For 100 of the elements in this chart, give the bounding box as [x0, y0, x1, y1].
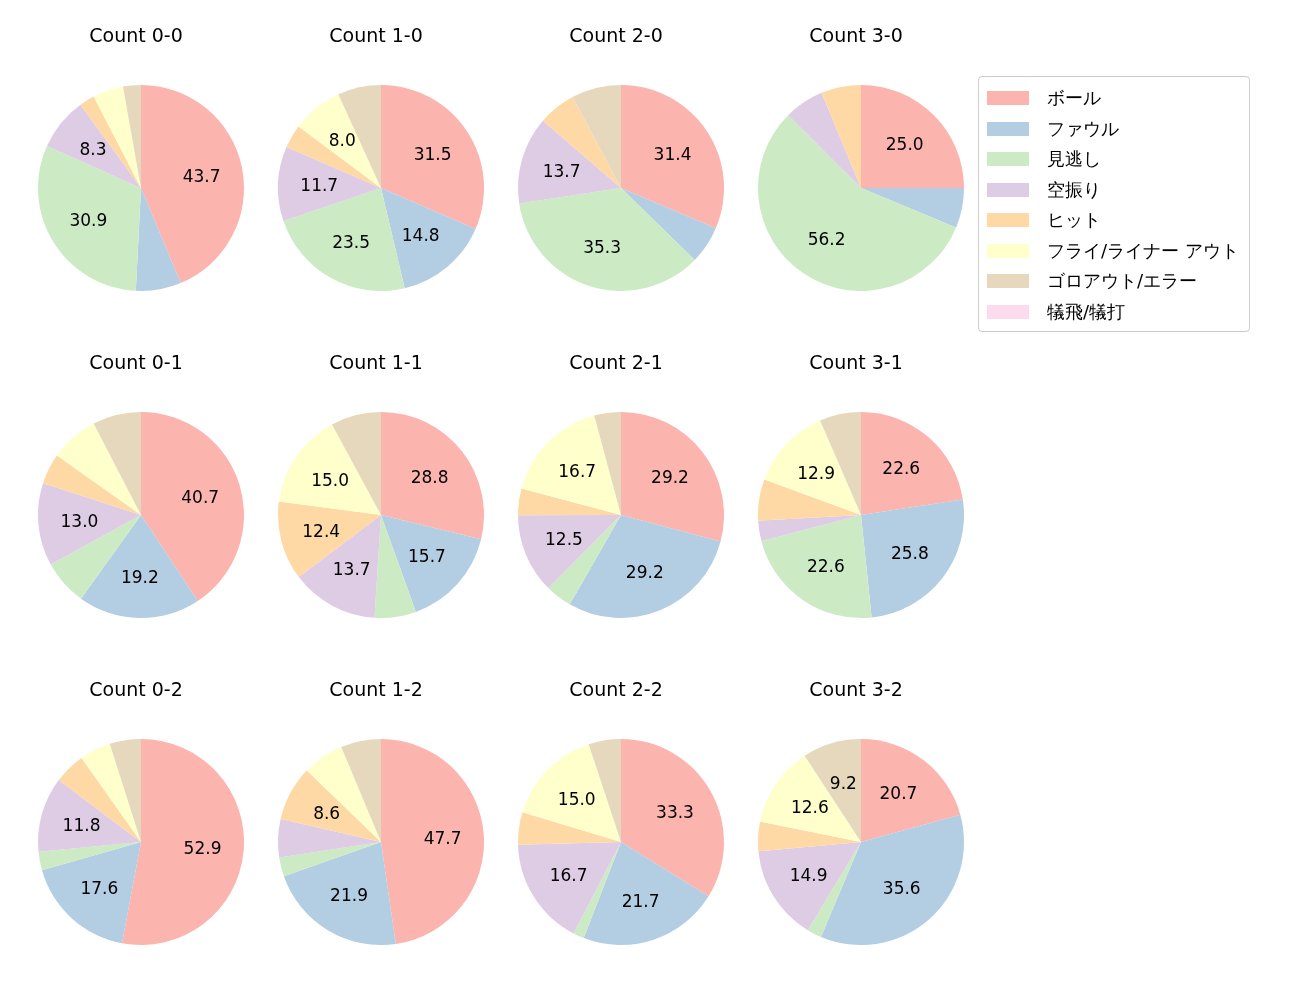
pie-slice [758, 479, 861, 521]
legend-label: 空振り [1047, 177, 1101, 202]
chart-title: Count 2-0 [568, 24, 664, 46]
pie-slice [861, 739, 961, 842]
data-label: 12.4 [302, 520, 341, 541]
data-label: 12.6 [790, 797, 829, 818]
pie-slice [594, 412, 621, 515]
data-label: 20.7 [879, 782, 918, 803]
chart-title: Count 0-1 [88, 351, 184, 373]
data-label: 13.0 [60, 510, 99, 531]
pie-slice [38, 842, 141, 871]
data-label: 22.6 [882, 458, 921, 479]
data-label: 47.7 [423, 827, 462, 848]
pie-slice [38, 779, 141, 852]
data-label: 8.6 [313, 802, 341, 823]
chart-title: Count 1-1 [328, 351, 424, 373]
data-label: 30.9 [69, 210, 108, 231]
data-label: 8.3 [79, 139, 107, 160]
chart-title: Count 0-2 [88, 678, 184, 700]
data-label: 14.9 [789, 864, 828, 885]
legend-label: ボール [1047, 86, 1101, 111]
data-label: 52.9 [183, 837, 222, 858]
pie-slice [41, 842, 141, 944]
data-label: 28.8 [410, 466, 449, 487]
data-label: 12.9 [797, 462, 836, 483]
pie-slice [542, 97, 621, 188]
pie-slice [522, 744, 621, 842]
pie-slice [758, 115, 957, 291]
pie-slice [278, 818, 381, 858]
data-label: 12.5 [545, 528, 583, 549]
data-label: 16.7 [549, 864, 588, 885]
data-label: 15.0 [557, 788, 596, 809]
pie-slice [93, 412, 141, 515]
pie-slice [621, 85, 724, 229]
pie-slice [280, 770, 381, 842]
pie-slice [381, 739, 484, 944]
pie-slice [43, 455, 141, 515]
pie-slice [861, 412, 963, 515]
pie-slice [621, 188, 716, 260]
pie-slice [519, 188, 695, 291]
data-label: 8.0 [328, 129, 356, 150]
chart-title: Count 1-2 [328, 678, 424, 700]
pie-slice [278, 501, 381, 578]
data-label: 22.6 [806, 555, 845, 576]
data-label: 14.8 [401, 225, 440, 246]
legend-label: 犠飛/犠打 [1047, 299, 1126, 324]
pie-slice [548, 515, 621, 605]
data-label: 31.4 [653, 143, 692, 164]
pie-slice [758, 515, 861, 542]
pie-slice [760, 755, 861, 842]
legend-label: ヒット [1047, 208, 1101, 233]
data-label: 15.7 [408, 546, 446, 567]
pie-slice [518, 120, 621, 204]
pie-slice [758, 821, 861, 852]
pie-slice [56, 423, 141, 515]
data-label: 29.2 [651, 467, 689, 488]
pie-slice [381, 515, 482, 612]
legend-label: ファウル [1047, 116, 1119, 141]
chart-title: Count 3-2 [808, 678, 904, 700]
data-label: 40.7 [181, 487, 220, 508]
pie-slice [861, 85, 964, 189]
data-label: 35.6 [882, 878, 921, 899]
data-label: 35.3 [583, 236, 622, 257]
pie-slice [518, 842, 621, 934]
pie-slice [122, 739, 244, 945]
data-label: 21.7 [621, 890, 660, 911]
pie-slice [381, 412, 484, 540]
pie-slice [135, 188, 181, 291]
pie-slice [821, 85, 861, 188]
pie-slice [861, 188, 964, 228]
pie-slice [141, 85, 244, 284]
pie-slice [758, 842, 861, 931]
pie-slice [788, 92, 861, 188]
chart-title: Count 3-0 [808, 24, 904, 46]
data-label: 13.7 [542, 160, 581, 181]
legend-label: 見逃し [1047, 147, 1101, 172]
pie-slice [764, 420, 861, 515]
pie-slice [278, 147, 381, 222]
data-label: 11.8 [62, 815, 101, 836]
pie-slice [122, 85, 141, 188]
data-label: 16.7 [558, 461, 597, 482]
chart-title: Count 2-1 [568, 351, 664, 373]
pie-slice [46, 104, 141, 188]
data-label: 43.7 [182, 165, 221, 186]
pie-slice [521, 415, 621, 515]
pie-slice [278, 424, 381, 515]
data-label: 29.2 [625, 562, 664, 583]
data-label: 9.2 [829, 772, 857, 793]
pie-slice [381, 188, 476, 289]
data-label: 31.5 [413, 144, 452, 165]
data-label: 33.3 [656, 801, 694, 822]
pie-slice [58, 757, 141, 842]
pie-slice [283, 842, 396, 945]
pie-slice [80, 96, 141, 188]
data-label: 25.8 [890, 542, 929, 563]
pie-slice [518, 515, 621, 588]
chart-title: Count 3-1 [808, 351, 904, 373]
pie-slice [298, 515, 381, 618]
data-label: 13.7 [332, 559, 371, 580]
data-label: 17.6 [80, 877, 119, 898]
